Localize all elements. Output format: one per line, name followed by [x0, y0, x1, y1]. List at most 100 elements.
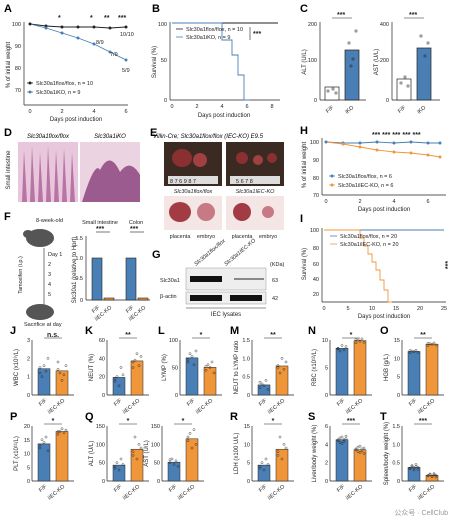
panel-letter-b: B: [152, 3, 160, 15]
panel-q-sig: *: [127, 418, 130, 425]
panel-s-point: [338, 436, 342, 440]
panel-r-ylabel: LDH (x100 U/L): [234, 433, 240, 475]
panel-f-ylabel: Slc30a1 (relative to Hprt): [72, 237, 78, 303]
panel-n-tick: 5: [325, 366, 328, 372]
panel-a-count-3: 5/9: [122, 68, 130, 74]
panel-p-point: [38, 446, 42, 450]
panel-p-ylabel: PLT (x10¹¹/L): [14, 436, 20, 471]
panel-q2-point: [168, 461, 172, 464]
panel-o-tick: 5: [397, 375, 400, 381]
panel-e-ko-label: Slc30a1IEC-KO: [236, 189, 276, 195]
panel-m-tick: 1.0: [242, 356, 250, 362]
svg-text:6: 6: [124, 109, 127, 115]
svg-text:2: 2: [358, 199, 361, 205]
panel-q2-point: [186, 439, 190, 442]
panel-a-sig-4: ***: [118, 15, 126, 22]
panel-l-sig: *: [200, 332, 203, 339]
panel-b-xlabel: Days post induction: [198, 113, 250, 119]
panel-t-group-1: iIEC-KO: [417, 483, 437, 501]
panel-q2-tick: 50: [154, 461, 160, 467]
panel-c: C ALT (U/L) 200 100 0 *** F/F iKO AST (U…: [300, 3, 440, 115]
panel-j-point: [60, 379, 64, 382]
panel-e: E Villin-Cre; Slc30a1flox/flox (IEC-KO) …: [150, 127, 284, 240]
panel-t-point: [410, 464, 414, 467]
panel-n-sig: *: [350, 332, 353, 339]
panel-q-bar-0: [112, 464, 126, 482]
panel-t-bar-0: [407, 467, 421, 482]
panel-o-point: [430, 343, 434, 346]
panel-j-point: [44, 369, 48, 373]
panel-s-point: [342, 438, 346, 442]
panel-s-point: [336, 438, 340, 442]
panel-j-group-0: F/F: [38, 398, 49, 408]
panel-s-point: [362, 452, 366, 455]
panel-q-bar-1: [130, 448, 144, 482]
panel-l-point: [190, 355, 194, 358]
panel-l-point: [192, 363, 196, 367]
panel-s-point: [336, 439, 340, 442]
svg-text:80: 80: [313, 176, 319, 182]
panel-i-ylabel: Survival (%): [302, 248, 308, 280]
panel-l-group-0: F/F: [186, 398, 197, 408]
panel-f-group-1: F/F: [91, 305, 102, 315]
panel-t-tick: 1.5: [392, 424, 400, 430]
panel-p-point: [44, 435, 48, 439]
panel-b-ylabel: Survival (%): [152, 46, 158, 78]
panel-t-point: [408, 466, 412, 470]
panel-q-tick: 50: [99, 461, 105, 467]
svg-text:50: 50: [161, 58, 167, 64]
panel-f-day-3: 3: [48, 272, 51, 278]
svg-text:400: 400: [380, 22, 389, 28]
panel-j-bar-0: [37, 368, 51, 396]
panel-p-point: [60, 427, 64, 431]
panel-q2-point: [172, 463, 176, 466]
panel-r-point: [258, 465, 262, 468]
panel-k-group-1: iIEC-KO: [122, 397, 142, 415]
svg-text:0.5: 0.5: [75, 276, 83, 282]
panel-q-point: [131, 450, 135, 453]
svg-text:8 7 6 9 8 7: 8 7 6 9 8 7: [170, 179, 196, 185]
panel-letter-s: S: [308, 411, 315, 423]
panel-t-ylabel: Spleen/body weight (%): [384, 422, 390, 485]
panel-o-tick: 15: [394, 338, 400, 344]
panel-k-bar-1: [130, 360, 144, 396]
panel-p-tick: 15: [24, 438, 30, 444]
panel-b: B Survival (%) 100 50 0 0 2 4 6 8 Days p…: [152, 3, 280, 119]
panel-k-point: [139, 355, 143, 358]
panel-t-tick: 0.5: [392, 461, 400, 467]
panel-a-count-2: 7/9: [110, 52, 118, 58]
panel-s-tick: 0: [325, 479, 328, 485]
panel-s-point: [342, 440, 346, 443]
panel-m-group-1: iIEC-KO: [267, 397, 287, 415]
panel-s-point: [360, 449, 364, 453]
panel-q2-bar-1: [185, 438, 199, 482]
panel-h: H % of initial weight 100 90 80 70 0 2 4…: [300, 125, 446, 213]
panel-e-ff-label: Slc30a1flox/flox: [174, 189, 213, 195]
panel-o-point: [416, 351, 420, 354]
panel-f-day-2: 2: [48, 262, 51, 268]
svg-text:0: 0: [170, 104, 173, 110]
panel-r-tick: 15: [244, 424, 250, 430]
panel-g-xlabel: IEC lysates: [211, 312, 241, 318]
panel-n-ylabel: RBC (x10¹²/L): [312, 349, 318, 386]
panel-p-group-1: iIEC-KO: [47, 483, 67, 501]
panel-s-point: [360, 447, 364, 451]
panel-n-point: [340, 344, 344, 347]
panel-q2-tick: 0: [157, 479, 160, 485]
panel-f-col-1: Small intestine: [82, 220, 118, 226]
panel-o-point: [434, 343, 438, 347]
panel-k-point: [113, 379, 117, 383]
panel-j-point: [46, 357, 50, 360]
svg-text:0: 0: [80, 298, 83, 304]
panel-o-tick: 0: [397, 393, 400, 399]
svg-text:5 6 7 8: 5 6 7 8: [236, 179, 253, 185]
panel-l-ylabel: LYMP (%): [162, 354, 168, 381]
panel-a-xlabel: Days post induction: [50, 117, 102, 123]
panel-g-kda-1: 63: [272, 278, 278, 284]
panel-m-point: [276, 366, 280, 369]
panel-l-point: [210, 360, 214, 364]
panel-q-tick: 100: [96, 442, 105, 448]
panel-h-sig: *** *** *** *** ***: [372, 132, 421, 139]
panel-p-point: [40, 438, 44, 442]
panel-r-tick: 10: [244, 442, 250, 448]
